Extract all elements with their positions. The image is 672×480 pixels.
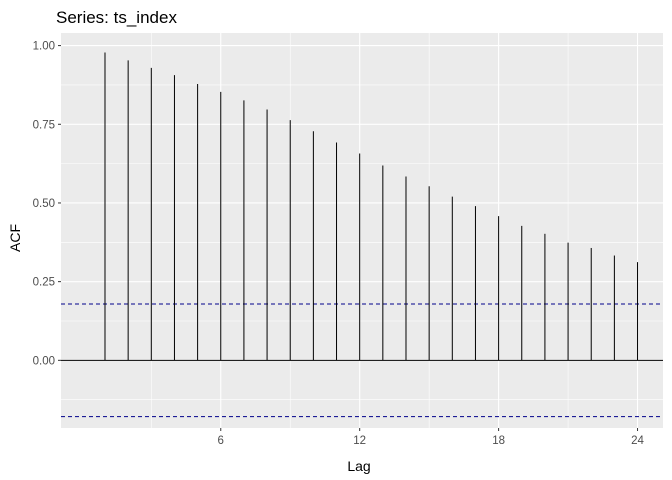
x-tick-label: 24	[631, 435, 644, 447]
y-tick-label: 0.25	[33, 277, 55, 289]
y-tick-label: 0.00	[33, 355, 55, 367]
chart-title: Series: ts_index	[56, 8, 177, 27]
x-tick-label: 12	[353, 435, 366, 447]
y-tick-label: 0.75	[33, 119, 55, 131]
y-axis-title: ACF	[7, 224, 23, 252]
x-axis-ticks: 6 12 18 24	[218, 428, 645, 447]
acf-bars	[61, 52, 663, 418]
x-tick-label: 6	[218, 435, 224, 447]
plot-panel	[61, 33, 663, 428]
x-tick-label: 18	[492, 435, 505, 447]
y-tick-label: 0.50	[33, 198, 55, 210]
y-axis-ticks: 0.00 0.25 0.50 0.75 1.00	[33, 41, 61, 367]
x-axis-title: Lag	[347, 458, 370, 474]
y-tick-label: 1.00	[33, 41, 55, 53]
